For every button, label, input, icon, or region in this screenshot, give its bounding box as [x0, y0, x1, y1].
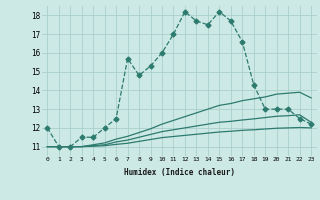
X-axis label: Humidex (Indice chaleur): Humidex (Indice chaleur) — [124, 168, 235, 177]
